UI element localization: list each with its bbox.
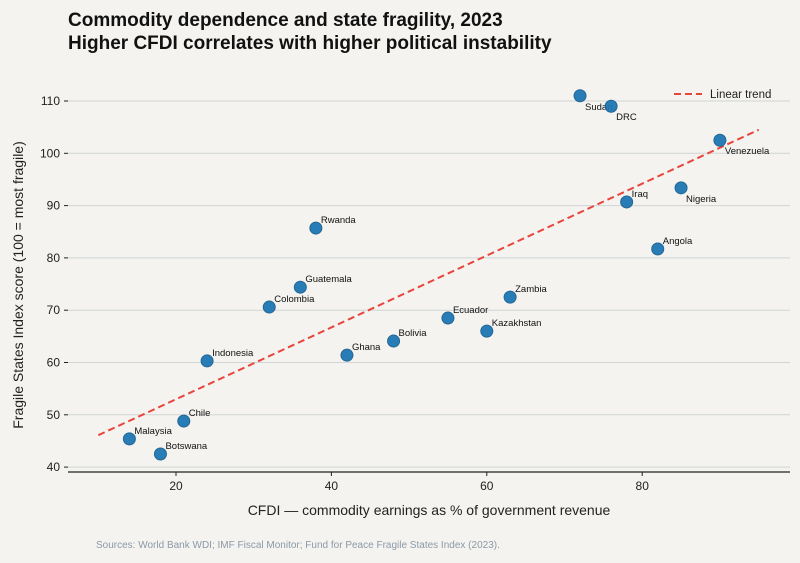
data-point <box>503 290 517 304</box>
point-label: Zambia <box>515 284 547 295</box>
data-point <box>441 311 455 325</box>
chart-title: Commodity dependence and state fragility… <box>68 9 552 55</box>
data-point <box>387 334 401 348</box>
y-tick-label: 100 <box>40 146 60 160</box>
point-label: Rwanda <box>321 215 357 226</box>
data-point <box>153 447 167 461</box>
point-label: Colombia <box>274 294 315 305</box>
data-point <box>309 221 323 235</box>
y-tick-label: 40 <box>47 460 61 474</box>
data-point <box>620 195 634 209</box>
point-label: Bolivia <box>399 328 428 339</box>
point-label: Botswana <box>165 441 207 452</box>
point-label: Sudan <box>585 102 612 113</box>
point-label: Kazakhstan <box>492 318 542 329</box>
y-axis-label: Fragile States Index score (100 = most f… <box>10 141 26 429</box>
y-tick-label: 60 <box>47 356 61 370</box>
data-point <box>122 432 136 446</box>
legend-trend-label: Linear trend <box>710 89 771 101</box>
data-point <box>604 99 618 113</box>
data-point <box>293 280 307 294</box>
data-point <box>262 300 276 314</box>
x-tick-label: 80 <box>636 479 650 493</box>
y-tick-label: 110 <box>41 94 60 108</box>
y-tick-label: 70 <box>47 303 61 317</box>
point-label: Ghana <box>352 342 381 353</box>
x-axis-label: CFDI — commodity earnings as % of govern… <box>248 502 611 518</box>
point-label: DRC <box>616 112 637 123</box>
point-label: Chile <box>189 408 211 419</box>
x-tick-label: 60 <box>480 479 494 493</box>
x-tick-label: 40 <box>325 479 339 493</box>
subtitle-line: Higher CFDI correlates with higher polit… <box>68 33 552 54</box>
data-point <box>713 133 727 147</box>
data-point <box>573 89 587 103</box>
x-tick-label: 20 <box>169 479 183 493</box>
data-point <box>674 181 688 195</box>
point-label: Indonesia <box>212 348 254 359</box>
source-note: Sources: World Bank WDI; IMF Fiscal Moni… <box>96 540 500 551</box>
y-tick-label: 80 <box>47 251 61 265</box>
point-label: Venezuela <box>725 146 770 157</box>
data-point <box>177 414 191 428</box>
data-point <box>651 242 665 256</box>
data-point <box>480 324 494 338</box>
y-tick-label: 50 <box>47 408 61 422</box>
data-point <box>340 348 354 362</box>
point-label: Angola <box>663 236 693 247</box>
data-point <box>200 354 214 368</box>
point-label: Guatemala <box>305 274 352 285</box>
title-line: Commodity dependence and state fragility… <box>68 10 503 31</box>
trend-line <box>97 128 760 437</box>
y-tick-label: 90 <box>47 199 61 213</box>
point-label: Iraq <box>632 189 648 200</box>
point-label: Nigeria <box>686 194 717 205</box>
point-label: Ecuador <box>453 305 488 316</box>
point-label: Malaysia <box>134 426 172 437</box>
